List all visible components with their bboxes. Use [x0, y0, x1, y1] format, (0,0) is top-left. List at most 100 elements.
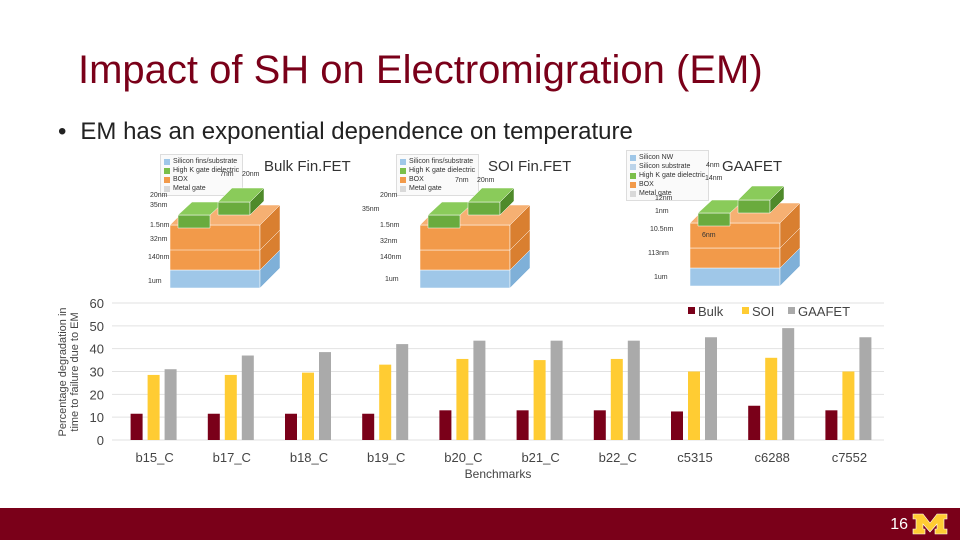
- bar-bulk-b19_C: [362, 413, 375, 440]
- dimension-label: 12nm: [655, 195, 673, 202]
- y-tick-label: 0: [97, 433, 104, 448]
- bar-soi-b20_C: [456, 358, 469, 440]
- x-tick-label: b19_C: [367, 450, 405, 465]
- bar-soi-b15_C: [147, 374, 160, 440]
- legend-swatch: [164, 167, 170, 174]
- legend-swatch: [164, 158, 170, 165]
- x-tick-label: b18_C: [290, 450, 328, 465]
- x-tick-label: b21_C: [521, 450, 559, 465]
- legend-swatch: [400, 167, 406, 174]
- bullet-point: • EM has an exponential dependence on tem…: [58, 118, 633, 146]
- dimension-label: 1um: [385, 276, 399, 283]
- university-m-logo-icon: [912, 513, 948, 535]
- legend-label: High K gate dielectric: [173, 167, 240, 174]
- dimension-label: 7nm: [220, 171, 234, 178]
- y-tick-label: 50: [90, 319, 104, 334]
- dimension-label: 32nm: [150, 236, 168, 243]
- page-number: 16: [890, 516, 908, 533]
- legend-label: Silicon fins/substrate: [173, 158, 238, 165]
- high-k-side: [769, 185, 785, 214]
- bar-bulk-b18_C: [285, 413, 297, 440]
- bar-bulk-b22_C: [593, 410, 606, 440]
- legend-swatch: [630, 181, 636, 188]
- y-tick-label: 20: [90, 387, 104, 402]
- bar-bulk-b15_C: [130, 413, 143, 440]
- legend-label: Metal gate: [173, 185, 206, 192]
- high-k-side: [499, 187, 515, 216]
- legend-swatch: [400, 158, 406, 165]
- bullet-marker: •: [58, 118, 67, 145]
- y-tick-label: 10: [90, 410, 104, 425]
- device-label-3: GAAFET: [722, 158, 783, 175]
- legend-label: Metal gate: [409, 185, 442, 192]
- dimension-label: 20nm: [380, 192, 398, 199]
- legend-label: Silicon fins/substrate: [409, 158, 474, 165]
- device-legend-3: Silicon NW Silicon substrate High K gate d…: [626, 150, 710, 201]
- legend-swatch: [400, 185, 406, 192]
- dimension-label: 20nm: [150, 192, 168, 199]
- bar-gaafet-b20_C: [473, 340, 486, 440]
- dimension-label: 20nm: [242, 171, 260, 178]
- bar-soi-b19_C: [379, 364, 392, 440]
- bar-bulk-c5315: [671, 411, 683, 440]
- device-structure-1: [170, 187, 281, 289]
- bar-gaafet-c7552: [859, 337, 872, 440]
- bar-soi-b18_C: [302, 372, 314, 440]
- dimension-label: 35nm: [362, 206, 380, 213]
- legend-label: High K gate dielectric: [409, 167, 476, 174]
- device-legend-2: Silicon fins/substrate High K gate dielec…: [396, 154, 480, 196]
- legend-swatch: [164, 185, 170, 192]
- dimension-label: 35nm: [150, 202, 168, 209]
- legend-swatch: [630, 172, 636, 179]
- legend-label: Metal gate: [639, 190, 672, 197]
- bar-gaafet-b15_C: [164, 369, 177, 440]
- device-legend-entry: High K gate dielectric: [400, 166, 475, 175]
- device-legend-entry: High K gate dielectric: [164, 166, 239, 175]
- bar-soi-b21_C: [533, 360, 546, 440]
- device-legend-entry: Metal gate: [164, 184, 239, 193]
- legend-swatch: [630, 163, 636, 170]
- legend-label: BOX: [409, 176, 424, 183]
- slide-title: Impact of SH on Electromigration (EM): [78, 48, 763, 92]
- x-axis-label: Benchmarks: [465, 467, 532, 481]
- x-tick-label: b20_C: [444, 450, 482, 465]
- dimension-label: 7nm: [455, 177, 469, 184]
- y-tick-label: 30: [90, 365, 104, 380]
- bar-gaafet-c6288: [782, 328, 795, 440]
- device-legend-entry: BOX: [630, 180, 705, 189]
- dimension-label: 1nm: [655, 208, 669, 215]
- bar-bulk-c6288: [748, 405, 761, 440]
- dimension-label: 140nm: [380, 254, 402, 261]
- dimension-label: 20nm: [477, 177, 495, 184]
- x-tick-label: b22_C: [599, 450, 637, 465]
- y-axis-label: Percentage degradation intime to failure…: [57, 307, 81, 436]
- dimension-label: 140nm: [148, 254, 170, 261]
- legend-swatch: [164, 176, 170, 183]
- bar-gaafet-b17_C: [241, 355, 254, 440]
- bar-soi-c7552: [842, 371, 855, 440]
- legend-label: Silicon substrate: [639, 163, 691, 170]
- bar-gaafet-b21_C: [550, 340, 563, 440]
- y-tick-label: 40: [90, 342, 104, 357]
- metal-gate-side: [779, 202, 801, 249]
- x-tick-label: c5315: [677, 450, 712, 465]
- footer-bar: 16: [0, 508, 960, 540]
- bar-soi-c5315: [688, 371, 700, 440]
- device-structure-2: [420, 187, 531, 289]
- legend-swatch: [630, 190, 636, 197]
- x-tick-label: b15_C: [135, 450, 173, 465]
- metal-gate-side: [259, 204, 281, 251]
- dimension-label: 6nm: [702, 232, 716, 239]
- device-legend-1: Silicon fins/substrate High K gate dielec…: [160, 154, 244, 196]
- legend-swatch-soi: [742, 307, 749, 314]
- device-structure-3: [690, 185, 801, 287]
- dimension-label: 1um: [148, 278, 162, 285]
- bar-gaafet-c5315: [705, 337, 717, 440]
- dimension-label: 1um: [654, 274, 668, 281]
- bar-bulk-b17_C: [207, 413, 220, 440]
- x-tick-label: b17_C: [213, 450, 251, 465]
- x-tick-label: c6288: [754, 450, 789, 465]
- device-legend-entry: Silicon substrate: [630, 162, 705, 171]
- legend-label: BOX: [173, 176, 188, 183]
